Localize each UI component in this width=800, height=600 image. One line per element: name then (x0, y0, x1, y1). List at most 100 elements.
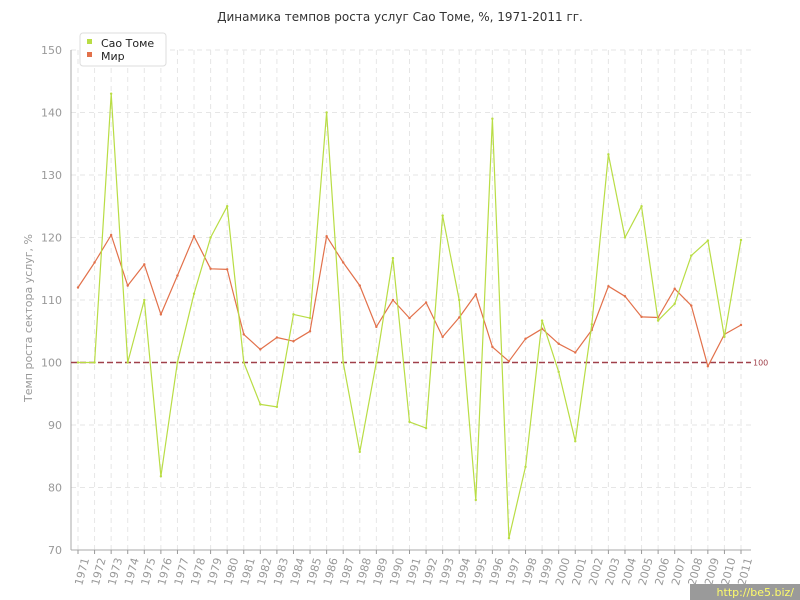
data-point-s1-20 (408, 316, 411, 320)
data-point-s1-7 (192, 235, 196, 238)
data-point-s1-4 (143, 263, 146, 266)
data-point-s0-18 (375, 361, 378, 364)
data-point-s0-11 (259, 403, 262, 406)
data-point-s0-39 (723, 335, 726, 339)
y-tick-label-3: 100 (41, 357, 62, 370)
watermark-group: http://be5.biz/ (690, 584, 800, 600)
data-point-s0-6 (176, 361, 179, 364)
reference-line-label: 100 (753, 359, 768, 368)
data-point-s0-28 (540, 319, 544, 322)
data-point-s0-32 (607, 153, 610, 156)
data-point-s1-3 (126, 284, 129, 287)
legend-item-0: Сао Томе (87, 37, 154, 50)
legend: Сао Томе Мир (79, 32, 167, 67)
data-point-s1-23 (458, 316, 461, 319)
data-point-s0-34 (640, 205, 643, 208)
y-tick-label-6: 130 (41, 169, 62, 182)
data-point-s1-15 (325, 235, 328, 238)
data-point-s1-33 (623, 295, 627, 298)
data-point-s0-22 (441, 214, 444, 217)
y-tick-label-0: 70 (48, 544, 62, 557)
data-point-s0-20 (408, 420, 411, 424)
data-point-s0-7 (192, 292, 196, 295)
data-point-s0-35 (656, 319, 660, 322)
y-tick-label-1: 80 (48, 482, 62, 495)
data-point-s1-18 (375, 325, 378, 329)
data-point-s1-27 (524, 337, 527, 340)
data-point-s1-6 (176, 274, 179, 277)
data-point-s0-3 (126, 361, 129, 364)
data-point-s0-30 (574, 440, 577, 443)
data-point-s1-26 (507, 360, 511, 363)
data-point-s0-16 (342, 361, 345, 364)
data-point-s0-29 (557, 370, 560, 374)
data-point-s1-32 (607, 285, 610, 288)
data-point-s1-25 (491, 345, 494, 349)
data-point-s1-22 (441, 335, 444, 339)
data-point-s0-2 (109, 92, 113, 95)
data-point-s0-10 (242, 361, 245, 364)
data-point-s0-27 (524, 465, 527, 469)
data-point-s0-13 (292, 313, 295, 316)
data-point-s1-2 (109, 233, 113, 237)
data-point-s1-19 (391, 298, 395, 302)
legend-label-0: Сао Томе (101, 37, 154, 50)
data-point-s1-5 (159, 313, 163, 316)
y-axis-label: Темп роста сектора услуг, % (22, 234, 35, 403)
grid (71, 49, 751, 551)
data-point-s0-24 (474, 498, 477, 502)
data-point-s1-38 (706, 365, 710, 368)
watermark-background (690, 584, 800, 600)
y-tick-label-7: 140 (41, 107, 62, 120)
data-point-s1-17 (358, 284, 361, 287)
data-point-s0-5 (159, 475, 163, 478)
data-point-s1-0 (76, 286, 80, 289)
data-point-s1-29 (557, 342, 560, 345)
data-point-s1-14 (308, 330, 312, 333)
data-point-s0-19 (391, 256, 395, 260)
data-point-s0-12 (275, 405, 279, 409)
data-point-s1-36 (673, 287, 676, 290)
data-point-s0-31 (590, 323, 594, 326)
legend-label-1: Мир (101, 50, 125, 63)
data-point-s0-9 (225, 205, 229, 208)
data-point-s0-26 (507, 536, 511, 540)
data-point-s1-21 (424, 301, 428, 304)
data-point-s1-34 (640, 315, 643, 319)
data-point-s1-10 (242, 333, 245, 336)
legend-box (79, 32, 167, 67)
series-group (76, 92, 743, 540)
data-point-s0-23 (458, 298, 461, 302)
data-point-s0-21 (424, 426, 428, 430)
legend-marker-0 (87, 39, 92, 44)
data-point-s0-25 (491, 117, 494, 120)
data-point-s0-38 (706, 239, 710, 242)
data-point-s0-37 (690, 254, 693, 257)
data-point-s0-15 (325, 111, 328, 114)
data-point-s1-1 (93, 261, 96, 264)
legend-item-1: Мир (87, 50, 125, 63)
data-point-s0-36 (673, 302, 676, 305)
data-point-s0-17 (358, 450, 361, 454)
data-point-s1-8 (209, 267, 212, 270)
data-point-s0-0 (76, 361, 80, 364)
data-point-s0-40 (739, 238, 743, 242)
data-point-s1-9 (225, 268, 229, 271)
data-point-s0-8 (209, 236, 212, 239)
y-tick-label-4: 110 (41, 294, 62, 307)
data-point-s1-11 (259, 348, 262, 351)
reference-line-group: 100 (71, 359, 768, 368)
data-point-s0-1 (93, 361, 96, 364)
data-point-s1-24 (474, 293, 477, 296)
y-tick-label-2: 90 (48, 419, 62, 432)
watermark-text: http://be5.biz/ (717, 586, 795, 599)
data-point-s1-13 (292, 340, 295, 343)
y-axis-ticks: 70 80 90 100 110 120 130 140 150 (41, 44, 62, 557)
chart-title: Динамика темпов роста услуг Сао Томе, %,… (217, 10, 583, 24)
data-point-s1-12 (275, 336, 279, 339)
y-tick-label-8: 150 (41, 44, 62, 57)
data-point-s1-40 (739, 323, 743, 327)
axes (70, 50, 751, 551)
data-point-s1-37 (690, 304, 693, 307)
